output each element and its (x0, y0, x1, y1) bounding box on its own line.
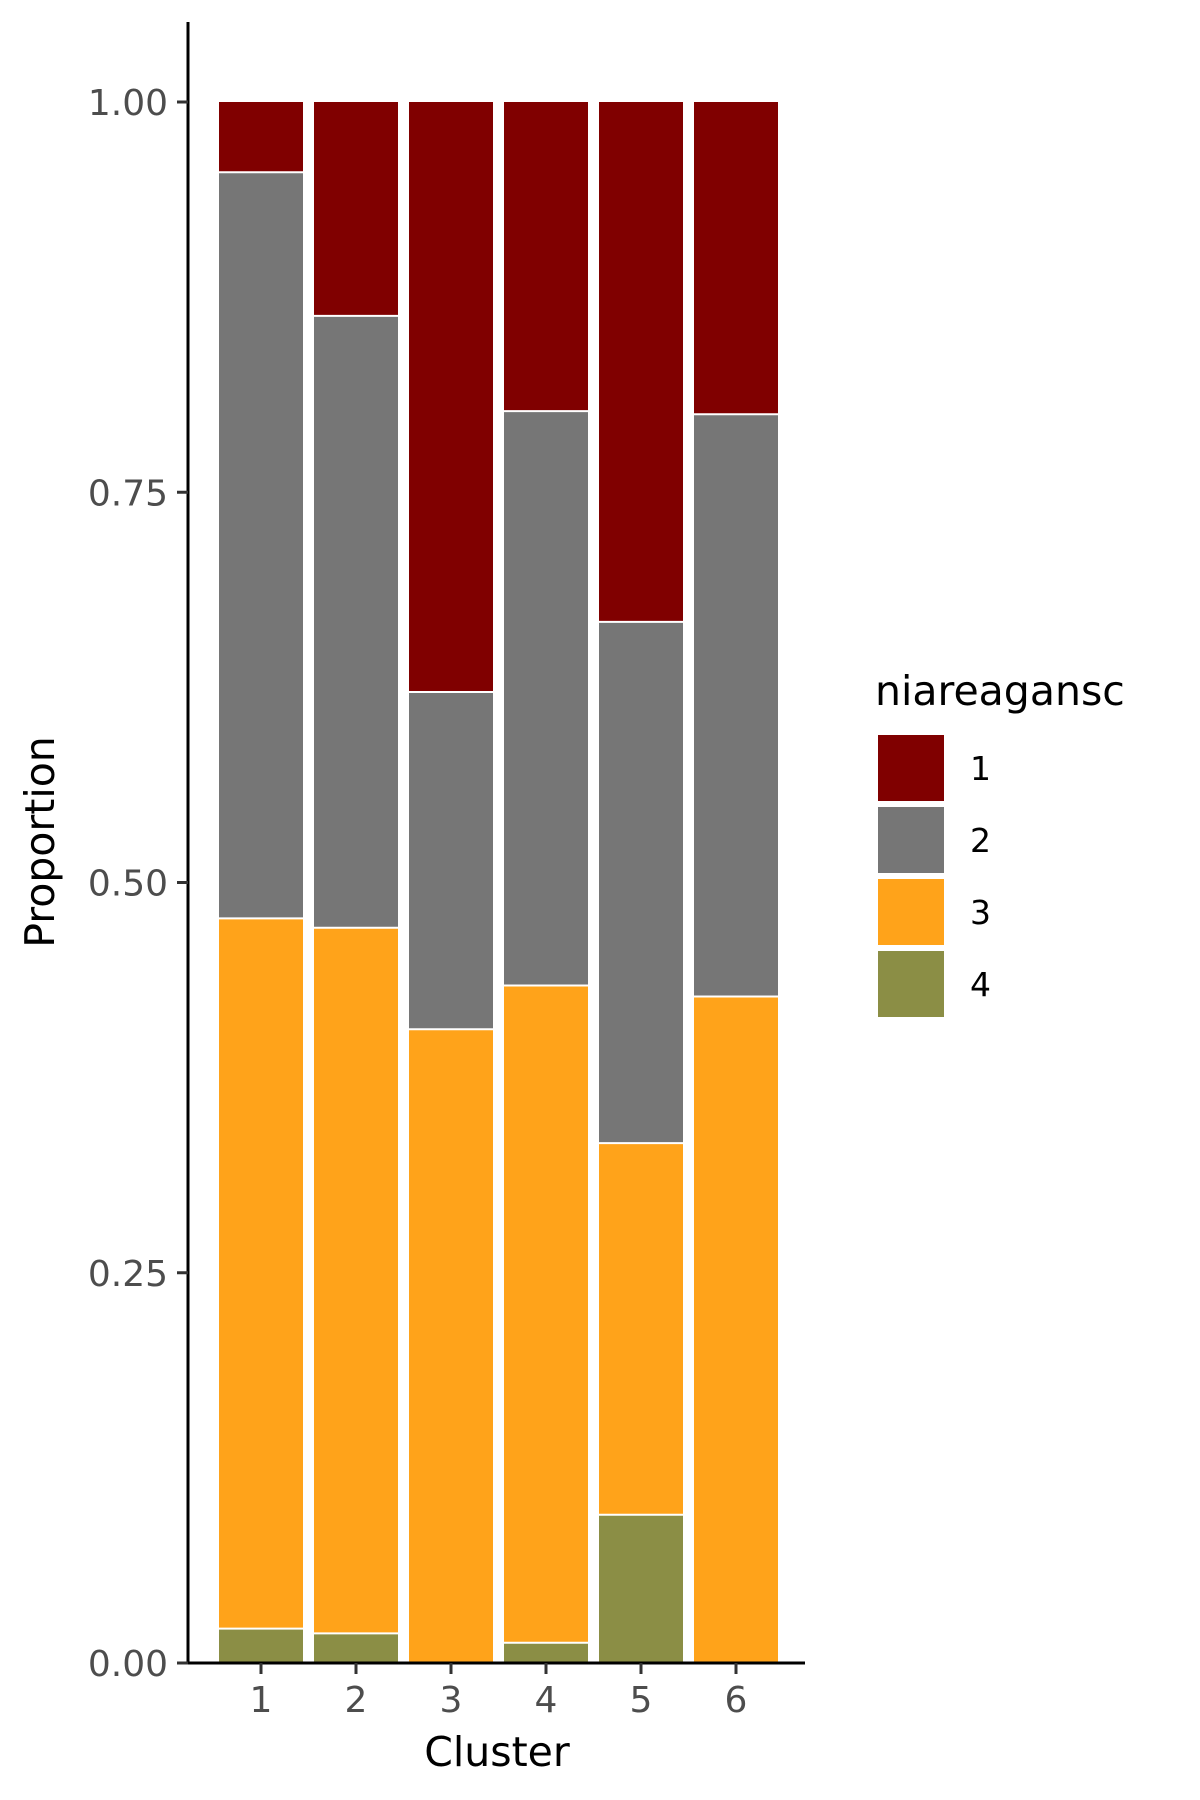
x-tick-label: 1 (250, 1680, 273, 1721)
x-tick-label: 2 (345, 1680, 368, 1721)
bar-segment-cluster-5-level-4 (599, 1514, 683, 1663)
bar-segment-cluster-6-level-1 (694, 102, 778, 415)
bar-segment-cluster-3-level-3 (409, 1029, 493, 1663)
legend-items: 1 2 3 4 (878, 735, 991, 1017)
bar-segment-cluster-1-level-4 (219, 1628, 303, 1663)
x-tick-label: 6 (725, 1680, 748, 1721)
y-axis-title: Proportion (16, 736, 64, 948)
bar-segment-cluster-3-level-1 (409, 102, 493, 693)
y-tick-label: 0.00 (88, 1644, 168, 1685)
bar-segment-cluster-6-level-2 (694, 414, 778, 997)
y-tick-label: 0.25 (88, 1254, 168, 1295)
bar-segment-cluster-5-level-1 (599, 102, 683, 622)
y-tick-label: 0.75 (88, 473, 168, 514)
legend-label-4: 4 (970, 965, 991, 1004)
axes-layer (186, 22, 805, 1665)
legend-swatch-2 (878, 807, 944, 873)
bar-segment-cluster-4-level-2 (504, 411, 588, 986)
legend-swatch-3 (878, 879, 944, 945)
bar-segment-cluster-2-level-3 (314, 927, 398, 1634)
bar-segment-cluster-5-level-2 (599, 621, 683, 1144)
bar-segment-cluster-2-level-4 (314, 1633, 398, 1663)
bar-segment-cluster-4-level-4 (504, 1642, 588, 1663)
legend-label-1: 1 (970, 749, 991, 788)
bar-segment-cluster-1-level-1 (219, 102, 303, 173)
bar-segment-cluster-4-level-3 (504, 985, 588, 1643)
x-ticks: 1 2 3 4 5 6 (250, 1663, 748, 1721)
bar-segment-cluster-1-level-2 (219, 172, 303, 919)
bars-layer (219, 102, 778, 1663)
y-tick-label: 1.00 (88, 83, 168, 124)
bar-segment-cluster-2-level-2 (314, 315, 398, 928)
bar-segment-cluster-5-level-3 (599, 1143, 683, 1515)
x-tick-label: 5 (630, 1680, 653, 1721)
bar-segment-cluster-2-level-1 (314, 102, 398, 316)
y-tick-label: 0.50 (88, 864, 168, 905)
x-tick-label: 4 (535, 1680, 558, 1721)
legend-swatch-1 (878, 735, 944, 801)
x-axis-title: Cluster (424, 1728, 570, 1776)
legend-label-3: 3 (970, 893, 991, 932)
bar-segment-cluster-6-level-3 (694, 996, 778, 1663)
bar-segment-cluster-1-level-3 (219, 918, 303, 1629)
legend: niareagansc 1 2 3 4 (875, 667, 1125, 1017)
legend-swatch-4 (878, 951, 944, 1017)
y-ticks: 0.00 0.25 0.50 0.75 1.00 (88, 83, 188, 1685)
legend-label-2: 2 (970, 821, 991, 860)
bar-segment-cluster-4-level-1 (504, 102, 588, 412)
legend-title: niareagansc (875, 667, 1125, 715)
x-tick-label: 3 (440, 1680, 463, 1721)
bar-segment-cluster-3-level-2 (409, 692, 493, 1030)
